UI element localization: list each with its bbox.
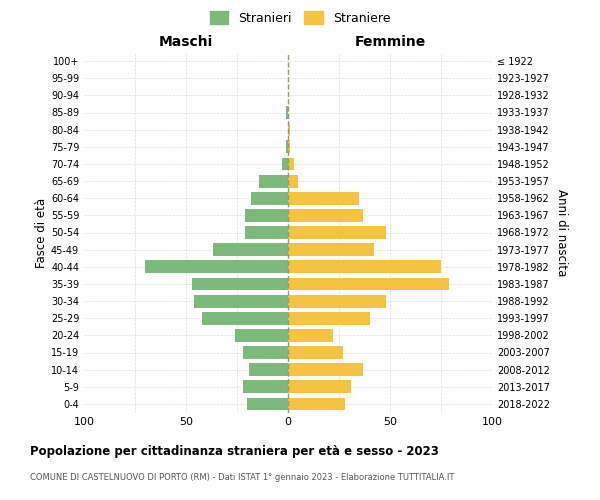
Bar bbox=[288, 294, 386, 308]
Bar bbox=[288, 123, 290, 136]
Bar bbox=[194, 294, 288, 308]
Y-axis label: Fasce di età: Fasce di età bbox=[35, 198, 48, 268]
Bar bbox=[235, 329, 288, 342]
Y-axis label: Anni di nascita: Anni di nascita bbox=[556, 189, 568, 276]
Bar bbox=[212, 243, 288, 256]
Bar bbox=[288, 312, 370, 324]
Bar bbox=[288, 209, 364, 222]
Bar bbox=[288, 278, 449, 290]
Bar bbox=[286, 140, 288, 153]
Bar bbox=[288, 226, 386, 239]
Bar bbox=[288, 243, 374, 256]
Text: Femmine: Femmine bbox=[355, 35, 425, 49]
Bar bbox=[243, 380, 288, 393]
Bar bbox=[245, 226, 288, 239]
Bar bbox=[288, 158, 294, 170]
Bar bbox=[249, 363, 288, 376]
Bar bbox=[247, 398, 288, 410]
Bar bbox=[288, 398, 345, 410]
Bar bbox=[286, 106, 288, 119]
Legend: Stranieri, Straniere: Stranieri, Straniere bbox=[205, 6, 395, 30]
Text: Popolazione per cittadinanza straniera per età e sesso - 2023: Popolazione per cittadinanza straniera p… bbox=[30, 445, 439, 458]
Bar bbox=[288, 363, 364, 376]
Bar bbox=[145, 260, 288, 273]
Text: Maschi: Maschi bbox=[159, 35, 213, 49]
Bar bbox=[192, 278, 288, 290]
Text: COMUNE DI CASTELNUOVO DI PORTO (RM) - Dati ISTAT 1° gennaio 2023 - Elaborazione : COMUNE DI CASTELNUOVO DI PORTO (RM) - Da… bbox=[30, 472, 454, 482]
Bar bbox=[259, 174, 288, 188]
Bar bbox=[288, 140, 290, 153]
Bar bbox=[251, 192, 288, 204]
Bar bbox=[288, 346, 343, 359]
Bar bbox=[288, 329, 333, 342]
Bar bbox=[288, 380, 351, 393]
Bar bbox=[282, 158, 288, 170]
Bar bbox=[288, 260, 441, 273]
Bar bbox=[245, 209, 288, 222]
Bar bbox=[288, 174, 298, 188]
Bar bbox=[288, 192, 359, 204]
Bar bbox=[202, 312, 288, 324]
Bar bbox=[243, 346, 288, 359]
